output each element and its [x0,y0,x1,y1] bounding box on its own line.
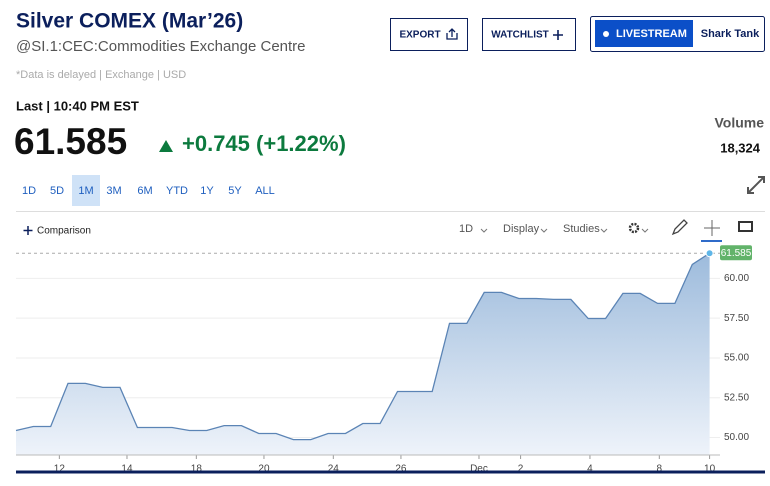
volume-label: Volume [714,115,764,131]
crosshair-icon[interactable] [704,220,720,236]
caret [480,228,488,233]
change: +0.745 (+1.22%) [182,131,346,156]
last-label: Last | 10:40 PM EST [16,98,139,113]
studies[interactable]: Studies [563,223,600,235]
live-dot [603,31,609,37]
y-tick-label: 57.50 [724,313,749,324]
caret [540,228,548,233]
interval[interactable]: 1D [459,223,473,235]
x-tick-label: Dec [470,464,488,475]
volume: 18,324 [720,140,761,155]
last-point [705,249,714,258]
range-tab[interactable]: 1M [78,185,93,197]
draw-icon[interactable] [671,219,688,236]
livestream-button[interactable] [595,20,693,47]
price: 61.585 [14,121,127,162]
area [16,253,710,455]
plus-icon [23,226,33,235]
plus-icon [553,30,563,40]
x-tick-label: 24 [328,464,340,475]
note: *Data is delayed | Exchange | USD [16,69,186,81]
y-tick-label: 52.50 [724,392,749,403]
range-tab[interactable]: 3M [106,185,121,197]
caret [600,228,608,233]
chat-icon[interactable] [738,221,753,232]
x-tick-label: 26 [395,464,407,475]
range-tab[interactable]: 1Y [200,185,214,197]
range-tab[interactable]: 5Y [228,185,242,197]
show-label: Shark Tank [701,28,760,40]
export-button[interactable] [390,18,468,51]
gear-icon[interactable] [628,222,640,234]
display[interactable]: Display [503,223,540,235]
range-tab[interactable]: 6M [137,185,152,197]
watchlist-label: WATCHLIST [491,30,549,41]
range-tab[interactable]: 1D [22,185,36,197]
expand-icon[interactable] [747,176,765,194]
x-tick-label: 14 [121,464,133,475]
y-tick-label: 55.00 [724,353,749,364]
range-tab[interactable]: 5D [50,185,64,197]
last-price-box [720,245,752,261]
x-tick-label: 10 [704,464,716,475]
line [15,252,710,441]
livestream-label: LIVESTREAM [616,28,687,40]
up-arrow [159,140,173,152]
x-tick-label: 2 [518,464,524,475]
range-tab[interactable]: YTD [166,185,188,197]
range-tab[interactable]: ALL [255,185,275,197]
x-tick-label: 12 [54,464,66,475]
export-label: EXPORT [399,30,440,41]
range-selected [72,175,100,206]
last-price-label: 61.585 [721,248,752,259]
range-tabs: 1D 5D 1M 3M 6M YTD 1Y 5Y ALL [22,175,275,206]
x-tick-label: 4 [587,464,593,475]
y-tick-label: 60.00 [724,273,749,284]
x-tick-label: 20 [258,464,270,475]
caret [641,228,649,233]
export-icon [446,28,458,40]
x-tick-label: 8 [657,464,663,475]
title: Silver COMEX (Mar’26) [16,10,243,33]
y-tick-label: 50.00 [724,432,749,443]
symbol: @SI.1:CEC:Commodities Exchange Centre [16,38,306,55]
comparison[interactable]: Comparison [37,226,91,237]
x-tick-label: 18 [191,464,203,475]
